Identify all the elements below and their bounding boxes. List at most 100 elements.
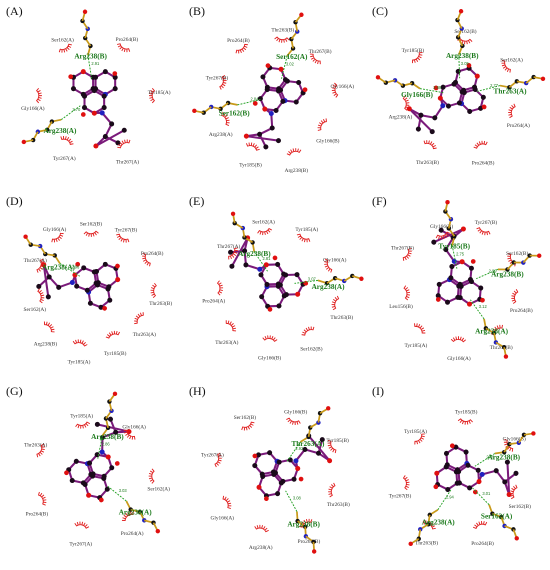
carbon-atom <box>105 286 111 292</box>
carbon-atom <box>69 478 75 484</box>
residue-label: Tyr185(B) <box>104 350 127 357</box>
residue-label: Pro264(B) <box>298 538 321 545</box>
hydrophobic-arc <box>60 135 74 145</box>
carbon-atom <box>432 115 438 121</box>
residue-label: Ser162(B) <box>234 414 256 421</box>
carbon-atom <box>465 462 471 468</box>
hbond-line <box>476 268 499 280</box>
oxygen-atom <box>437 95 443 101</box>
oxygen-atom <box>298 476 304 482</box>
carbon-atom <box>281 293 287 299</box>
carbon-atom <box>91 269 97 275</box>
residue-label: Tyr185(A) <box>295 226 318 233</box>
carbon-atom <box>45 294 51 300</box>
carbon-atom <box>80 480 86 486</box>
hydrophobic-arc <box>75 421 91 429</box>
nitrogen-atom <box>479 471 485 477</box>
panel-label: (F) <box>372 194 387 208</box>
carbon-atom <box>502 479 508 485</box>
carbon-atom <box>445 487 451 493</box>
oxygen-atom <box>459 259 465 265</box>
carbon-atom <box>121 127 127 133</box>
hydrophobic-arc <box>37 491 47 506</box>
carbon-atom <box>273 107 279 113</box>
hydrophobic-contact: Tyr185(B) <box>402 47 424 64</box>
oxygen-atom <box>80 112 86 117</box>
carbon-atom <box>74 283 80 289</box>
residue-atom <box>37 243 43 249</box>
carbon-atom <box>101 473 107 479</box>
hydrophobic-contact: Tyr185(A) <box>404 428 427 445</box>
carbon-atom <box>112 86 118 92</box>
hydrophobic-contact: Gly166(A) <box>447 336 471 362</box>
hydrophobic-contact: Pro264(B) <box>471 521 494 547</box>
hydrophobic-contact: Tyr185(B) <box>104 330 127 357</box>
residue-atom <box>112 391 118 397</box>
oxygen-atom <box>256 484 262 490</box>
residue-atom <box>326 406 331 411</box>
oxygen-atom <box>272 255 278 261</box>
carbon-atom <box>445 103 452 109</box>
residue-label: Pro264(B) <box>471 540 494 547</box>
hydrophobic-arc <box>142 252 151 267</box>
hydrophobic-contact: Gly166(B) <box>316 118 340 144</box>
hbond-distance: 3.08 <box>293 496 302 501</box>
carbon-atom <box>315 450 322 456</box>
oxygen-atom <box>472 489 478 495</box>
hydrophobic-arc <box>121 511 134 522</box>
ligand <box>64 416 132 503</box>
hydrophobic-arc <box>423 140 437 150</box>
hydrophobic-arc <box>149 88 156 104</box>
panel-label: (G) <box>6 384 23 398</box>
carbon-atom <box>81 105 88 111</box>
residue-atom <box>21 139 27 145</box>
residue-label: Gly166(A) <box>122 423 146 430</box>
carbon-atom <box>281 271 287 277</box>
hydrophobic-contact: Gly166(A) <box>211 495 234 522</box>
residue-atom <box>52 253 57 258</box>
hbond-line <box>107 486 127 502</box>
hydrophobic-contact: Tyr267(B) <box>389 475 411 500</box>
hydrophobic-arc <box>509 484 518 500</box>
ligand-bond <box>408 107 433 133</box>
hydrophobic-arc <box>225 320 237 332</box>
carbon-atom <box>443 450 449 456</box>
carbon-atom <box>478 285 484 291</box>
residue-label: Pro264(B) <box>26 511 49 518</box>
hydrophobic-contact: Arg238(A) <box>209 112 233 138</box>
residue-label: Tyr267(A) <box>201 452 224 459</box>
hydrophobic-arc <box>36 443 45 458</box>
oxygen-atom <box>434 470 440 476</box>
residue-label: Arg238(B) <box>34 340 58 347</box>
hydrophobic-contact: Pro264(B) <box>472 140 495 167</box>
oxygen-atom <box>252 453 258 459</box>
hbond-residue-label: Arg238(B) <box>446 52 479 60</box>
residue-label: Pro264(B) <box>141 250 164 257</box>
carbon-atom <box>91 88 97 94</box>
carbon-atom <box>291 476 297 482</box>
residue-label: Gly166(A) <box>43 226 67 233</box>
oxygen-atom <box>460 226 466 232</box>
residue-label: Tyr185(A) <box>404 428 427 435</box>
interaction-diagram: Leu156(B) Thr267(B) Gly166(B) Tyr267(B) Ser1… <box>389 200 542 362</box>
carbon-atom <box>264 281 270 287</box>
carbon-atom <box>81 265 87 271</box>
residue-label: Tyr185(A) <box>405 342 428 349</box>
hbond-distance: 2.91 <box>91 61 100 66</box>
interaction-diagram: Tyr185(A) Arg238(B) Ser162(A) Thr267(A) Gly1… <box>23 221 172 365</box>
carbon-atom <box>228 249 234 255</box>
ligand <box>406 63 487 135</box>
residue-label: Ser162(B) <box>506 250 528 257</box>
carbon-atom <box>81 93 88 99</box>
carbon-atom <box>443 247 449 253</box>
oxygen-atom <box>64 470 69 476</box>
ligand-bond <box>506 462 511 495</box>
residue-atom <box>507 441 512 447</box>
hydrophobic-arc <box>301 326 315 336</box>
carbon-atom <box>280 478 286 484</box>
hbond-residue-label: Arg238(A) <box>312 283 346 291</box>
hbond-residue-label: Arg238(A) <box>422 519 456 527</box>
